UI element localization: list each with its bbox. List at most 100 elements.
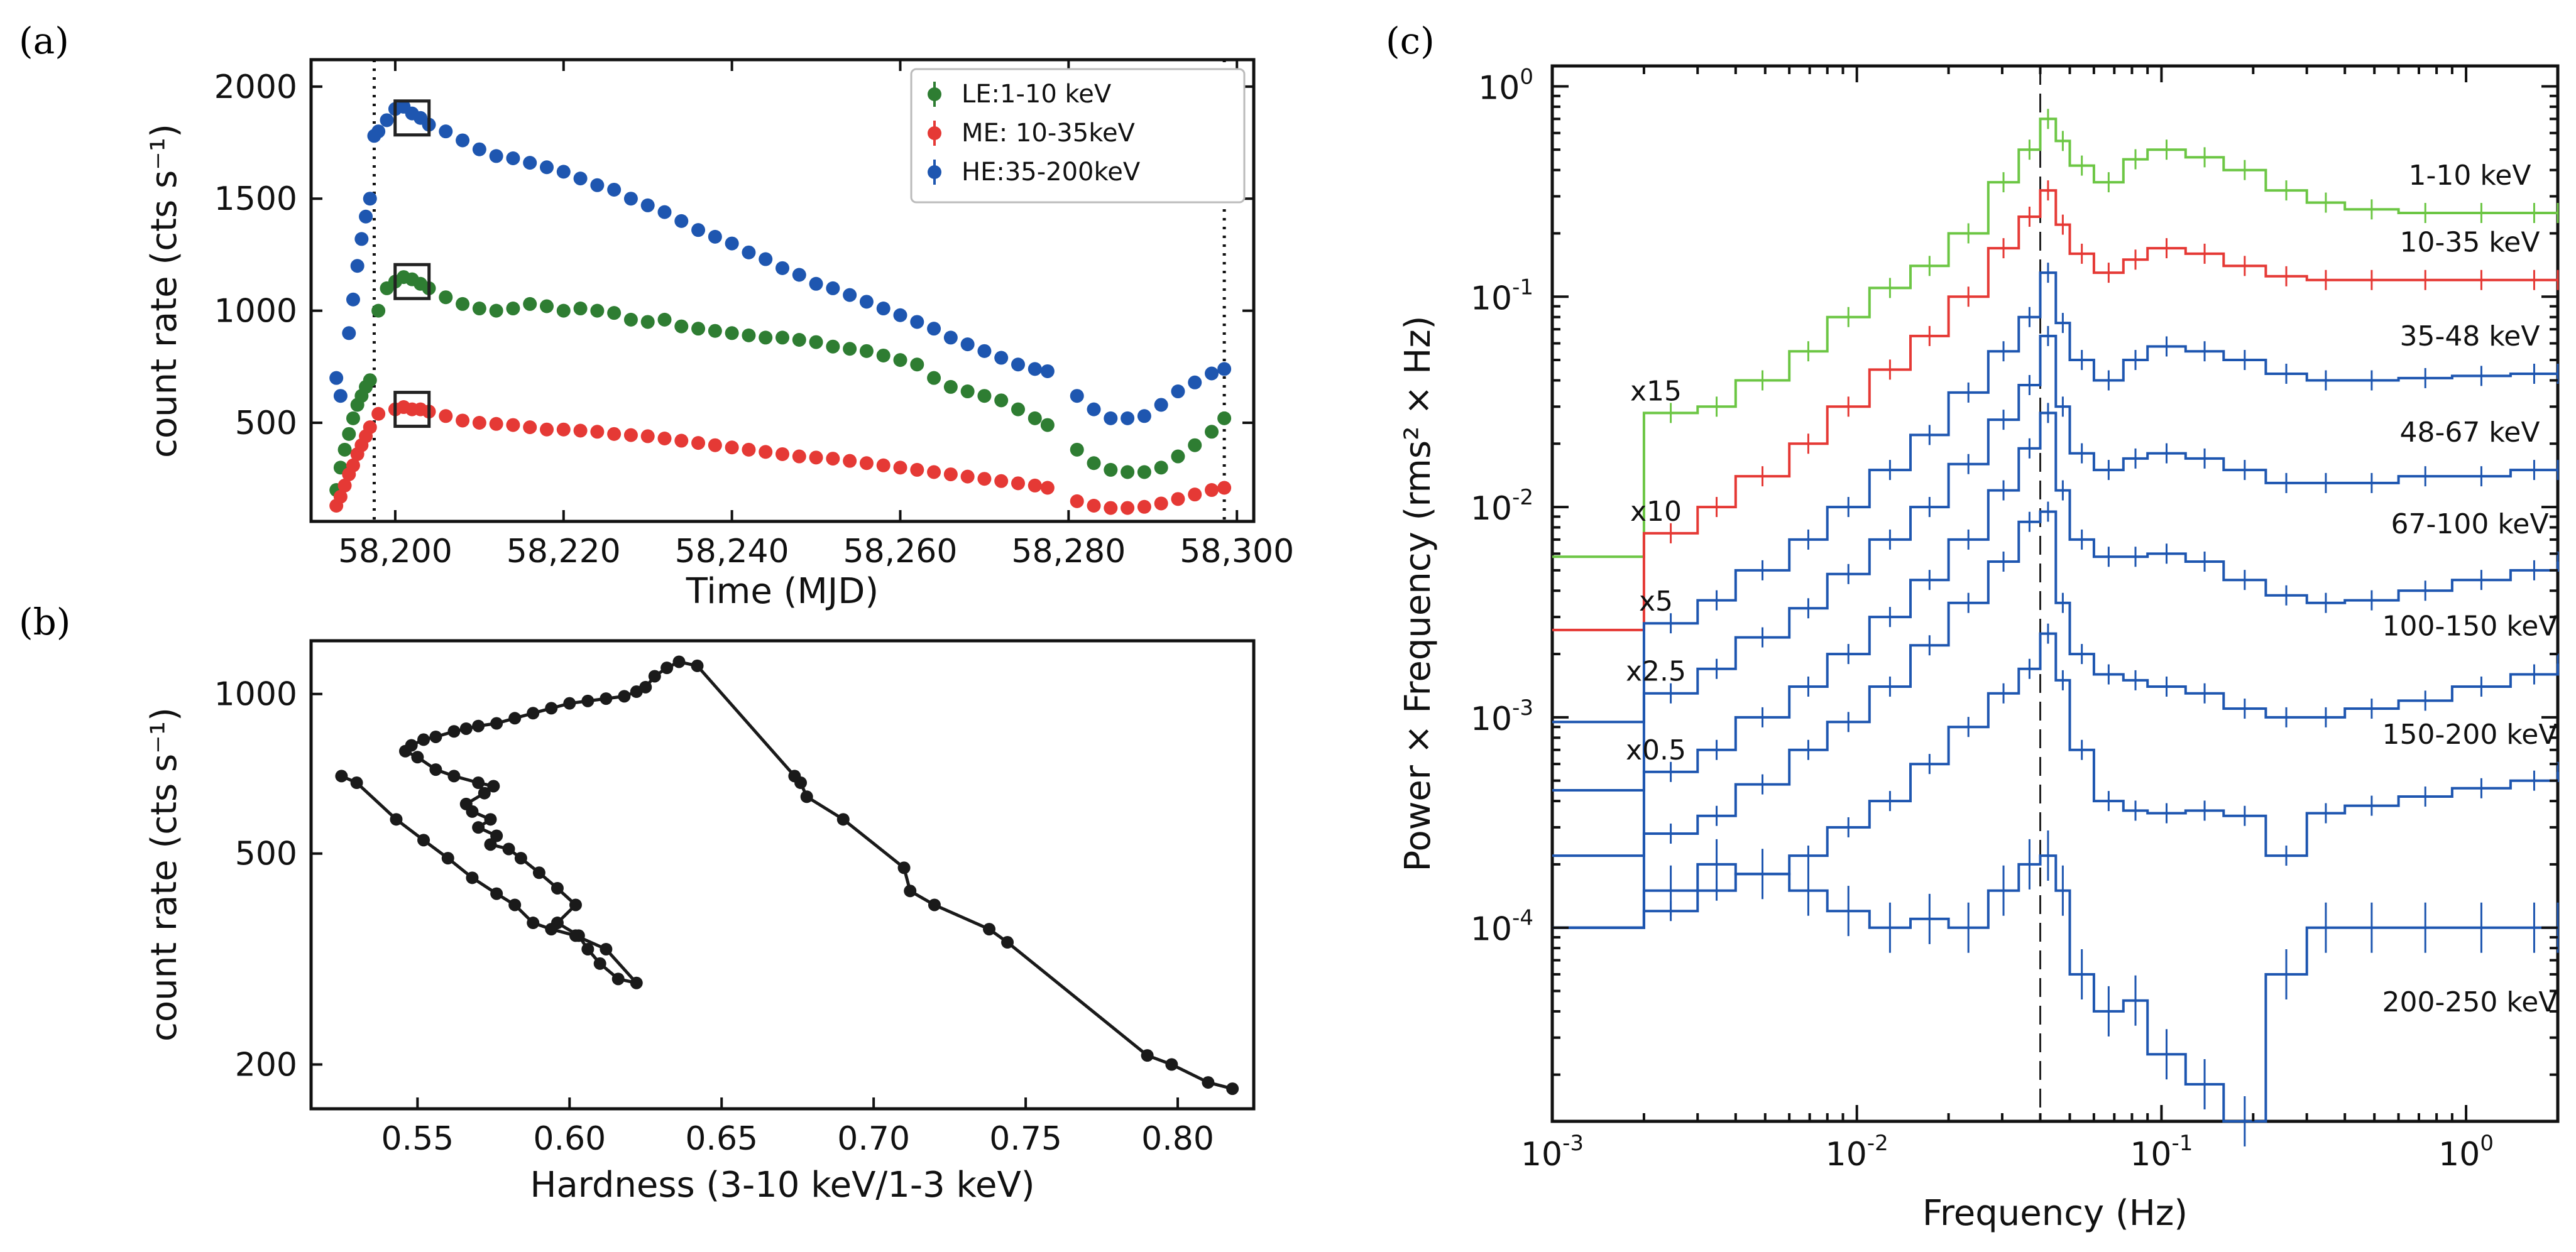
- panel-a-point-series1: [927, 465, 941, 479]
- legend-le-marker: [928, 87, 941, 101]
- legend-le-label: LE:1-10 keV: [962, 80, 1112, 109]
- panel-b-point: [1202, 1076, 1215, 1089]
- panel-b-point: [350, 776, 363, 790]
- panel-b-point: [466, 805, 479, 818]
- panel-a-point-series0: [657, 312, 672, 327]
- panel-a-point-series2: [910, 315, 924, 329]
- panel-a-ylabel: count rate (cts s⁻¹): [144, 124, 185, 458]
- panel-a-point-series2: [759, 252, 773, 266]
- panel-c-xtick-label: 100: [2438, 1131, 2494, 1173]
- panel-b-xlabel: Hardness (3-10 keV/1-3 keV): [530, 1165, 1034, 1206]
- panel-a-point-series1: [708, 438, 722, 452]
- panel-a-point-series1: [1121, 501, 1135, 515]
- panel-a-point-series1: [1154, 496, 1168, 511]
- panel-b-point: [1226, 1082, 1239, 1096]
- panel-b-xtick-label: 0.65: [685, 1120, 758, 1158]
- tick-exponent: -4: [1512, 906, 1533, 931]
- panel-a-point-series2: [1217, 362, 1232, 376]
- panel-a-point-series2: [1028, 362, 1042, 376]
- tick-exponent: 0: [2480, 1131, 2494, 1156]
- panel-b-point: [593, 957, 606, 970]
- panel-c-spectrum-series6: [1552, 632, 2559, 929]
- panel-b-point: [532, 866, 545, 879]
- panel-b-point: [508, 898, 522, 912]
- panel-a-xtick-label: 58,260: [843, 533, 958, 570]
- panel-b-chart: 0.55 0.60 0.65 0.70 0.75 0.80 200 500 1000 Hardn…: [144, 639, 1256, 1206]
- panel-a-point-series2: [776, 261, 789, 275]
- panel-a-xtick-label: 58,200: [338, 533, 452, 570]
- panel-b-point: [490, 717, 503, 730]
- panel-a-point-series0: [708, 324, 722, 338]
- panel-a-point-series0: [1188, 438, 1202, 452]
- panel-a-point-series0: [489, 303, 503, 318]
- panel-b-point: [569, 929, 582, 942]
- panel-a-point-series2: [506, 151, 520, 165]
- panel-a-point-series2: [342, 326, 356, 340]
- panel-a-point-series0: [523, 297, 537, 311]
- panel-a-point-series0: [346, 411, 360, 425]
- tick-base: 10: [2438, 1136, 2480, 1173]
- panel-a-point-series2: [876, 302, 891, 316]
- panel-a-point-series1: [523, 420, 537, 435]
- panel-a-point-series1: [843, 454, 857, 468]
- panel-a-point-series2: [1070, 389, 1084, 403]
- panel-b-point: [788, 770, 801, 783]
- panel-a-point-series0: [960, 384, 975, 399]
- panel-a-point-series0: [1104, 462, 1118, 477]
- panel-a-point-series2: [1154, 398, 1168, 412]
- panel-a-point-series1: [640, 429, 655, 444]
- panel-a-point-series1: [893, 460, 907, 475]
- panel-b-point: [417, 834, 430, 847]
- panel-a-point-series0: [691, 322, 706, 336]
- panel-a-legend: LE:1-10 keV ME: 10-35keV HE:35-200keV: [910, 68, 1246, 204]
- panel-a-point-series1: [1028, 478, 1042, 493]
- panel-a-point-series0: [540, 299, 554, 313]
- tick-exponent: -1: [1512, 275, 1533, 300]
- panel-c-ytick-label: 10-3: [1471, 695, 1533, 738]
- panel-b-point: [429, 763, 442, 776]
- panel-a-point-series0: [1217, 411, 1232, 425]
- panel-a-point-series0: [1011, 402, 1025, 416]
- panel-c-xtick-label: 10-3: [1521, 1131, 1584, 1173]
- panel-b-point: [836, 813, 850, 826]
- legend-me-label: ME: 10-35keV: [962, 119, 1136, 148]
- panel-b-point: [390, 813, 403, 826]
- panel-a-point-series2: [472, 142, 486, 156]
- panel-a-point-series2: [590, 178, 605, 192]
- panel-a-point-series2: [943, 330, 958, 345]
- panel-b-point: [478, 787, 491, 800]
- panel-a-point-series0: [506, 302, 520, 316]
- panel-b-point: [466, 871, 479, 885]
- panel-a-xtick-label: 58,220: [507, 533, 621, 570]
- panel-a-point-series1: [859, 456, 874, 471]
- panel-a-point-series0: [1154, 460, 1168, 475]
- panel-a-point-series0: [456, 297, 470, 311]
- panel-a-point-series0: [472, 302, 486, 316]
- tick-exponent: -2: [1512, 485, 1533, 510]
- panel-a-point-series2: [359, 209, 373, 224]
- tick-base: 10: [1471, 280, 1512, 317]
- panel-a-point-series2: [826, 281, 840, 295]
- panel-a-point-series0: [640, 315, 655, 329]
- panel-a-point-series0: [371, 303, 386, 318]
- panel-b-point: [551, 881, 564, 895]
- panel-a-point-series0: [893, 353, 907, 367]
- panel-b-xtick-label: 0.55: [381, 1120, 454, 1158]
- panel-a-point-series1: [742, 442, 756, 457]
- panel-c-xlabel: Frequency (Hz): [1922, 1193, 2188, 1234]
- panel-a-point-series2: [674, 214, 689, 228]
- panel-a-point-series1: [489, 416, 503, 431]
- panel-a-point-series2: [607, 182, 622, 197]
- panel-a-point-series1: [809, 450, 823, 465]
- panel-b-xtick-label: 0.70: [837, 1120, 910, 1158]
- panel-a-point-series0: [1205, 425, 1219, 439]
- panel-b-point: [335, 770, 348, 783]
- tick-base: 10: [1478, 69, 1520, 107]
- panel-a-point-series1: [960, 469, 975, 484]
- panel-a-point-series0: [623, 312, 638, 327]
- panel-a-point-series0: [363, 373, 377, 388]
- panel-b-xtick-label: 0.75: [989, 1120, 1062, 1158]
- panel-a-point-series1: [556, 422, 571, 437]
- panel-a-point-series1: [1205, 483, 1219, 498]
